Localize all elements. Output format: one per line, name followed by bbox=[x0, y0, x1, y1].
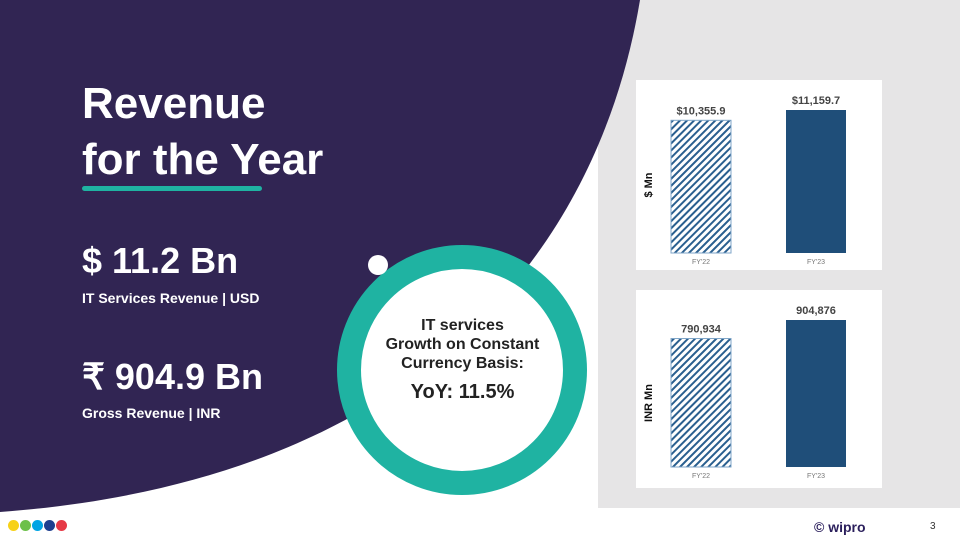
page-number: 3 bbox=[930, 521, 936, 532]
usd-revenue-value: $ 11.2 Bn bbox=[82, 240, 239, 281]
inr-revenue-label: Gross Revenue | INR bbox=[82, 405, 221, 421]
usd-revenue-label: IT Services Revenue | USD bbox=[82, 290, 260, 306]
x-tick-label: FY'23 bbox=[807, 473, 825, 480]
growth-line-1: IT services bbox=[421, 317, 504, 334]
ring-dot bbox=[368, 255, 388, 275]
bar-FY'22 bbox=[670, 119, 732, 254]
brand-dot bbox=[32, 520, 43, 531]
data-label: 790,934 bbox=[681, 324, 722, 336]
bar-FY'23 bbox=[786, 320, 846, 467]
brand-dots bbox=[8, 520, 67, 531]
inr-revenue-value: ₹ 904.9 Bn bbox=[82, 356, 263, 397]
bar-FY'23 bbox=[786, 110, 846, 253]
purple-shape bbox=[0, 0, 640, 512]
x-tick-label: FY'22 bbox=[692, 259, 710, 266]
brand-dot bbox=[20, 520, 31, 531]
growth-line-3: Currency Basis: bbox=[401, 355, 524, 372]
title-underline bbox=[82, 186, 262, 191]
bar-chart-2: 790,934 FY'22 904,876 FY'23 INR Mn bbox=[636, 290, 882, 488]
title-line-1: Revenue bbox=[82, 79, 266, 128]
title-line-2: for the Year bbox=[82, 135, 324, 184]
brand-dot bbox=[44, 520, 55, 531]
y-axis-label: INR Mn bbox=[643, 384, 655, 422]
x-tick-label: FY'22 bbox=[692, 473, 710, 480]
yoy-growth: YoY: 11.5% bbox=[410, 381, 515, 403]
brand-dot bbox=[56, 520, 67, 531]
x-tick-label: FY'23 bbox=[807, 259, 825, 266]
data-label: $10,355.9 bbox=[677, 105, 726, 117]
bar-chart-1: $10,355.9 FY'22 $11,159.7 FY'23 $ Mn bbox=[636, 80, 882, 270]
bar-FY'22 bbox=[670, 338, 732, 468]
page-title: Revenue for the Year bbox=[82, 76, 323, 188]
y-axis-label: $ Mn bbox=[643, 172, 655, 197]
brand-dot bbox=[8, 520, 19, 531]
wipro-logo: © wipro bbox=[814, 519, 866, 535]
growth-ring bbox=[337, 245, 587, 495]
data-label: $11,159.7 bbox=[792, 95, 840, 107]
growth-line-2: Growth on Constant bbox=[385, 336, 540, 353]
growth-text: IT services Growth on Constant Currency … bbox=[350, 316, 575, 402]
data-label: 904,876 bbox=[796, 305, 836, 317]
